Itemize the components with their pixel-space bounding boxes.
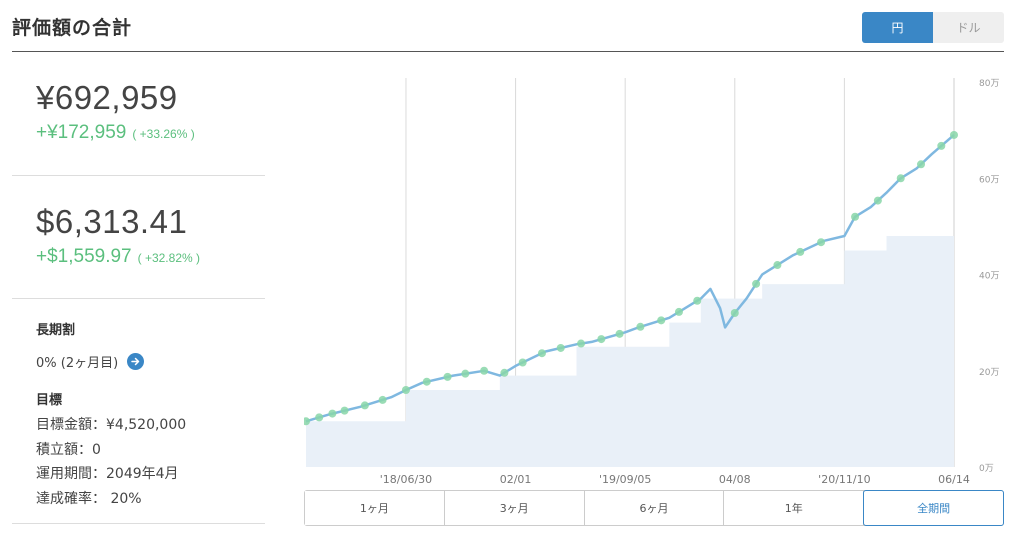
data-marker [443, 372, 452, 381]
jpy-gain-amount: +¥172,959 [36, 122, 127, 143]
data-marker [615, 329, 624, 338]
data-marker [636, 322, 645, 331]
data-marker [674, 307, 683, 316]
range-1-year-button[interactable]: 1年 [724, 491, 865, 525]
data-marker [480, 366, 489, 375]
long-term-section: 長期割 0% (2ヶ月目) [36, 319, 256, 371]
data-marker [302, 417, 310, 426]
chart-svg: '18/06/30 02/01 '19/09/05 04/08 '20/11/10 06/… [302, 78, 999, 486]
range-all-button[interactable]: 全期間 [863, 490, 1004, 526]
data-marker [796, 247, 805, 256]
y-tick-label: 20万 [979, 368, 999, 378]
usd-gain: +$1,559.97 ( +32.82% ) [36, 246, 200, 268]
data-marker [577, 339, 586, 348]
data-marker [773, 261, 782, 270]
y-tick-label: 40万 [979, 272, 999, 282]
data-marker [328, 409, 337, 418]
usd-total-value: $6,313.41 [36, 203, 188, 240]
long-term-title: 長期割 [36, 323, 76, 338]
y-tick-label: 60万 [979, 175, 999, 185]
usd-total-block: $6,313.41 +$1,559.97 ( +32.82% ) [12, 176, 265, 299]
data-marker [537, 349, 546, 358]
data-marker [556, 343, 565, 352]
range-3-month-button[interactable]: 3ヶ月 [444, 491, 585, 525]
x-tick-label: '18/06/30 [380, 473, 432, 486]
long-term-value: 0% (2ヶ月目) [36, 356, 119, 371]
data-marker [950, 130, 958, 139]
goal-title: 目標 [36, 393, 63, 408]
data-marker [315, 413, 324, 422]
yen-button[interactable]: 円 [862, 12, 933, 43]
x-tick-label: 02/01 [500, 473, 532, 486]
data-marker [657, 316, 666, 325]
data-marker [340, 406, 349, 415]
data-marker [597, 335, 606, 344]
x-tick-label: '20/11/10 [818, 473, 870, 486]
x-tick-label: '19/09/05 [599, 473, 651, 486]
data-marker [752, 279, 761, 288]
summary-sidebar: ¥692,959 +¥172,959 ( +33.26% ) $6,313.41 … [12, 53, 265, 537]
data-marker [896, 174, 905, 183]
data-marker [500, 368, 509, 377]
usd-gain-percent: ( +32.82% ) [137, 251, 200, 265]
data-marker [730, 309, 739, 317]
dollar-button[interactable]: ドル [933, 12, 1004, 43]
data-marker [378, 395, 387, 404]
goal-target-amount: 目標金額：¥4,520,000 [36, 417, 187, 433]
currency-toggle: 円 ドル [862, 12, 1004, 43]
valuation-chart: '18/06/30 02/01 '19/09/05 04/08 '20/11/10 06/… [302, 78, 1020, 490]
y-tick-label: 0万 [979, 464, 994, 474]
long-term-row: 0% (2ヶ月目) [36, 352, 256, 371]
data-marker [360, 401, 369, 410]
jpy-total-value: ¥692,959 [36, 79, 178, 116]
data-marker [401, 386, 410, 394]
range-6-month-button[interactable]: 6ヶ月 [584, 491, 725, 525]
jpy-gain-percent: ( +33.26% ) [132, 127, 195, 141]
usd-gain-amount: +$1,559.97 [36, 246, 132, 267]
jpy-gain: +¥172,959 ( +33.26% ) [36, 122, 195, 144]
x-tick-label: 06/14 [938, 473, 970, 486]
y-tick-label: 80万 [979, 79, 999, 89]
goal-section: 目標 目標金額：¥4,520,000 積立額：0 運用期間：2049年4月 達成… [36, 389, 266, 511]
data-marker [461, 369, 470, 378]
data-marker [518, 358, 527, 367]
sidebar-divider [12, 523, 265, 524]
range-1-month-button[interactable]: 1ヶ月 [305, 491, 445, 525]
jpy-total-block: ¥692,959 +¥172,959 ( +33.26% ) [12, 53, 265, 176]
data-marker [817, 238, 826, 247]
data-marker [693, 296, 702, 305]
goal-period: 運用期間：2049年4月 [36, 466, 179, 482]
range-selector: 1ヶ月 3ヶ月 6ヶ月 1年 全期間 [304, 490, 1004, 526]
contribution-area [306, 216, 954, 467]
data-marker [937, 141, 946, 150]
goal-contribution: 積立額：0 [36, 441, 101, 458]
x-tick-label: 04/08 [719, 473, 751, 486]
data-marker [873, 196, 882, 205]
valuation-line [305, 133, 955, 423]
data-marker [422, 377, 431, 386]
data-marker [917, 160, 926, 169]
page-title: 評価額の合計 [12, 17, 133, 39]
header: 評価額の合計 円 ドル [12, 0, 1004, 52]
goal-probability: 達成確率： 20% [36, 490, 142, 507]
data-marker [851, 212, 860, 221]
arrow-right-icon[interactable] [127, 353, 145, 370]
